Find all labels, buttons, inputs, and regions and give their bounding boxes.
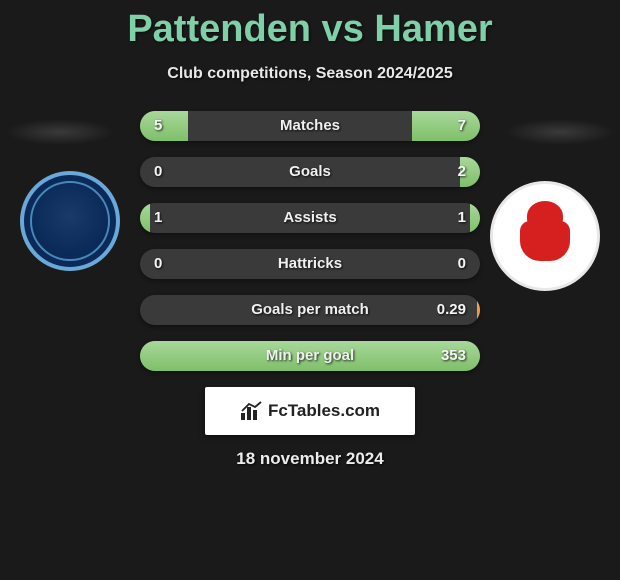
stat-value-left: 5 — [154, 111, 162, 141]
badge-shadow-left — [5, 119, 115, 145]
stat-bars: Matches57Goals02Assists11Hattricks00Goal… — [140, 111, 480, 371]
site-badge[interactable]: FcTables.com — [205, 387, 415, 435]
stat-value-right: 1 — [458, 203, 466, 233]
bar-chart-icon — [240, 401, 262, 421]
stat-label: Goals — [140, 157, 480, 187]
badge-shadow-right — [505, 119, 615, 145]
stat-value-right: 0.29 — [437, 295, 466, 325]
stat-row: Assists1 1 — [140, 203, 480, 233]
comparison-panel: Matches57Goals02Assists11Hattricks00Goal… — [0, 111, 620, 371]
date-label: 18 november 2024 — [0, 449, 620, 469]
page-title: Pattenden vs Hamer — [0, 0, 620, 51]
site-name: FcTables.com — [268, 401, 380, 421]
stat-row: Hattricks0 0 — [140, 249, 480, 279]
stat-row: Min per goal353 — [140, 341, 480, 371]
stat-value-left: 1 — [154, 203, 162, 233]
stat-value-right: 353 — [441, 341, 466, 371]
imp-icon — [515, 201, 575, 271]
stat-row: Goals per match0.29 — [140, 295, 480, 325]
stat-label: Hattricks — [140, 249, 480, 279]
stat-row: Matches5 7 — [140, 111, 480, 141]
stat-row: Goals0 2 — [140, 157, 480, 187]
stat-value-right: 7 — [458, 111, 466, 141]
stat-label: Goals per match — [140, 295, 480, 325]
subtitle: Club competitions, Season 2024/2025 — [0, 65, 620, 83]
club-badge-right — [490, 181, 600, 291]
stat-label: Min per goal — [140, 341, 480, 371]
stat-value-right: 2 — [458, 157, 466, 187]
club-badge-left — [20, 171, 120, 271]
stat-value-left: 0 — [154, 157, 162, 187]
stat-value-right: 0 — [458, 249, 466, 279]
stat-label: Matches — [140, 111, 480, 141]
stat-value-left: 0 — [154, 249, 162, 279]
stat-label: Assists — [140, 203, 480, 233]
